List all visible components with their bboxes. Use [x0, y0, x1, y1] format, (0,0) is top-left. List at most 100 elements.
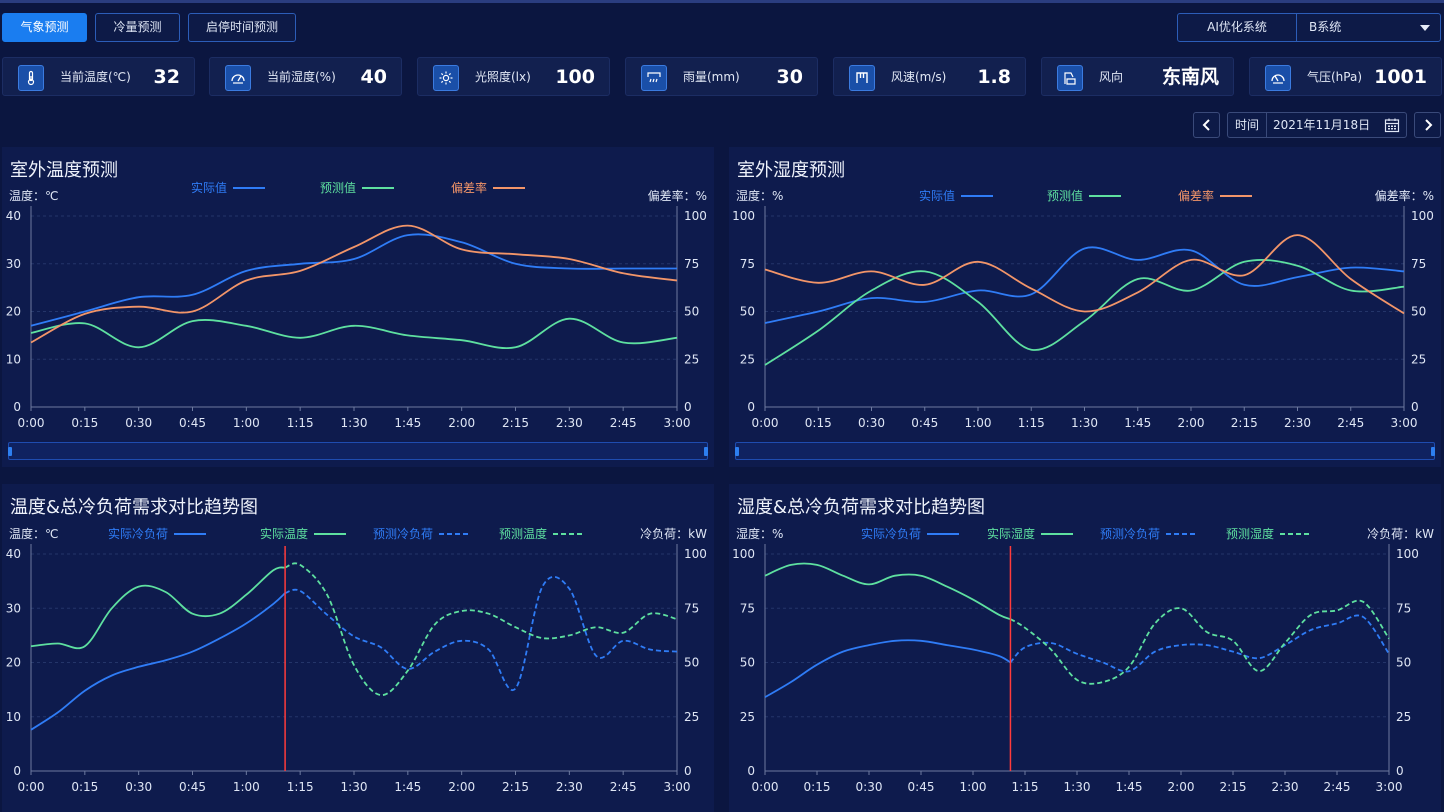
x-tick-label: 1:15 [1018, 416, 1045, 430]
y2-tick-label: 25 [684, 352, 699, 366]
x-tick-label: 2:45 [610, 416, 637, 430]
x-tick-label: 1:45 [394, 416, 421, 430]
y-tick-label: 30 [6, 257, 21, 271]
x-tick-label: 0:30 [125, 780, 152, 794]
tab-start-stop-forecast[interactable]: 启停时间预测 [188, 13, 296, 42]
legend-label: 预测温度 [499, 526, 547, 541]
wind-speed-icon [849, 65, 875, 91]
series-line [1009, 614, 1390, 673]
slider-handle-left[interactable] [735, 447, 739, 456]
temperature-vs-cooling-chart: 温度：℃ 冷负荷：kW 0 10 20 30 40 0 25 50 75 100 0:00 0:15 0:3… [6, 526, 707, 794]
slider-handle-right[interactable] [704, 447, 708, 456]
y-axis-title: 湿度：% [736, 526, 783, 541]
x-tick-label: 1:45 [394, 780, 421, 794]
y-tick-label: 40 [6, 209, 21, 223]
x-tick-label: 1:30 [341, 780, 368, 794]
series-line [764, 234, 1405, 315]
tab-cooling-forecast[interactable]: 冷量预测 [95, 13, 180, 42]
y2-tick-label: 25 [1396, 710, 1411, 724]
legend-label: 实际温度 [260, 526, 308, 541]
metric-value: 30 [776, 66, 803, 88]
metric-label: 气压(hPa) [1307, 70, 1363, 84]
y-tick-label: 0 [13, 400, 21, 414]
series-line [30, 317, 678, 350]
legend-label: 预测值 [1047, 188, 1083, 203]
x-tick-label: 2:45 [1337, 416, 1364, 430]
y-tick-label: 20 [6, 305, 21, 319]
y-tick-label: 10 [6, 710, 21, 724]
date-picker[interactable]: 时间 2021年11月18日 [1227, 112, 1407, 138]
x-tick-label: 0:15 [71, 416, 98, 430]
next-date-button[interactable] [1414, 112, 1441, 138]
panel-title: 温度&总冷负荷需求对比趋势图 [10, 497, 259, 518]
x-tick-label: 1:15 [1012, 780, 1039, 794]
y2-axis-title: 偏差率：% [648, 188, 707, 203]
y-tick-label: 0 [13, 764, 21, 778]
y2-tick-label: 100 [1396, 547, 1419, 561]
x-tick-label: 0:30 [856, 780, 883, 794]
rain-icon [641, 65, 667, 91]
x-tick-label: 2:15 [502, 780, 529, 794]
x-tick-label: 3:00 [664, 416, 691, 430]
calendar-icon [1384, 118, 1400, 133]
chart-panel-outdoor-temperature: 室外温度预测 温度：℃ 偏差率：% 0 10 20 30 40 0 25 50 75 100 0:00 0… [2, 147, 714, 467]
y2-tick-label: 0 [1396, 764, 1404, 778]
x-tick-label: 0:15 [805, 416, 832, 430]
chart-panel-temperature-vs-cooling: 温度&总冷负荷需求对比趋势图 温度：℃ 冷负荷：kW 0 10 20 30 40 0 25 50 7… [2, 484, 714, 812]
legend-label: 实际冷负荷 [108, 526, 168, 541]
x-tick-label: 0:45 [911, 416, 938, 430]
legend-label: 预测冷负荷 [373, 527, 433, 541]
series-line [284, 562, 678, 696]
metric-label: 风速(m/s) [891, 70, 947, 84]
x-tick-label: 1:00 [965, 416, 992, 430]
system-select[interactable]: B系统 [1297, 14, 1440, 41]
slider-handle-left[interactable] [8, 447, 12, 456]
y-tick-label: 30 [6, 601, 21, 615]
metric-label: 当前湿度(%) [267, 70, 336, 84]
metric-value: 东南风 [1161, 66, 1219, 88]
metric-temperature: 当前温度(℃) 32 [2, 57, 195, 96]
x-tick-label: 1:30 [1071, 416, 1098, 430]
y-axis-title: 温度：℃ [9, 188, 58, 203]
panel-title: 室外湿度预测 [737, 160, 845, 181]
x-tick-label: 2:15 [1220, 780, 1247, 794]
x-tick-label: 2:45 [1324, 780, 1351, 794]
zoom-slider[interactable] [8, 442, 708, 460]
y-axis-title: 温度：℃ [9, 526, 58, 541]
x-tick-label: 0:00 [752, 416, 779, 430]
pressure-gauge-icon [1265, 65, 1291, 91]
y2-tick-label: 100 [1411, 209, 1434, 223]
chart-panel-humidity-vs-cooling: 湿度&总冷负荷需求对比趋势图 湿度：% 冷负荷：kW 0 25 50 75 100 0 25 50… [729, 484, 1441, 812]
y-tick-label: 100 [732, 209, 755, 223]
legend-label: 偏差率 [451, 180, 487, 195]
x-tick-label: 2:00 [448, 416, 475, 430]
y-tick-label: 40 [6, 547, 21, 561]
y2-axis-title: 冷负荷：kW [1367, 527, 1434, 541]
thermometer-icon [18, 65, 44, 91]
metric-wind-direction: 风向 东南风 [1041, 57, 1234, 96]
x-tick-label: 2:30 [1284, 416, 1311, 430]
date-label: 时间 [1228, 113, 1267, 137]
series-line [764, 246, 1405, 324]
x-tick-label: 3:00 [1376, 780, 1403, 794]
chevron-left-icon [1202, 119, 1210, 131]
ai-system-label: AI优化系统 [1178, 14, 1297, 41]
x-tick-label: 3:00 [664, 780, 691, 794]
y2-axis-title: 冷负荷：kW [640, 527, 707, 541]
y-axis-title: 湿度：% [736, 188, 783, 203]
metric-label: 风向 [1099, 70, 1124, 84]
ai-system-selector: AI优化系统 B系统 [1177, 13, 1441, 42]
x-tick-label: 2:30 [556, 416, 583, 430]
tab-weather-forecast[interactable]: 气象预测 [2, 13, 87, 42]
legend-label: 预测冷负荷 [1100, 527, 1160, 541]
x-tick-label: 0:00 [18, 780, 45, 794]
x-tick-label: 2:00 [1168, 780, 1195, 794]
prev-date-button[interactable] [1193, 112, 1220, 138]
zoom-slider[interactable] [735, 442, 1435, 460]
slider-handle-right[interactable] [1431, 447, 1435, 456]
y2-tick-label: 75 [1396, 601, 1411, 615]
series-line [764, 562, 1011, 620]
series-line [30, 592, 286, 731]
legend-label: 预测湿度 [1226, 526, 1274, 541]
y2-tick-label: 0 [684, 400, 692, 414]
